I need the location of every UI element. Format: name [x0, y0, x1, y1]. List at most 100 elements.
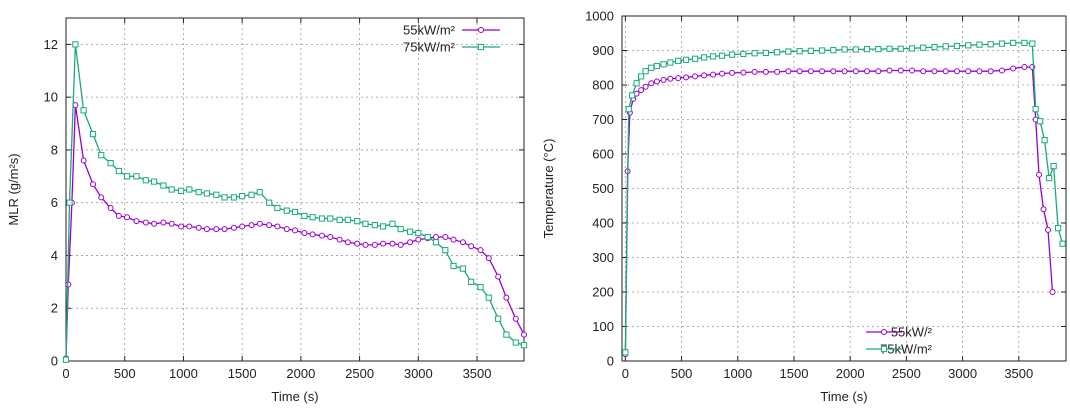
data-point [371, 222, 378, 229]
data-point [908, 45, 916, 52]
data-point [107, 160, 114, 167]
series-1 [63, 102, 527, 362]
x-tick-label: 0 [622, 366, 629, 381]
y-tick-label: 4 [51, 248, 58, 263]
data-point [1032, 106, 1039, 113]
x-axis: 0 500 1000 1500 2000 2500 3000 3500 [62, 18, 491, 381]
data-point [72, 41, 79, 48]
data-point [976, 41, 983, 48]
data-point [274, 223, 281, 230]
data-point [1010, 39, 1017, 47]
data-point [642, 68, 649, 75]
data-point [459, 265, 467, 272]
data-point [256, 189, 263, 196]
data-point [819, 68, 826, 75]
data-point [683, 74, 690, 81]
data-point [354, 240, 361, 247]
data-point [976, 68, 983, 75]
data-point [115, 212, 122, 219]
x-tick-label: 2000 [286, 366, 315, 381]
y-tick-label: 0 [51, 354, 58, 369]
data-point [415, 236, 422, 243]
data-point [740, 69, 747, 76]
data-point [66, 199, 73, 206]
data-point [897, 45, 904, 52]
data-point [830, 47, 837, 54]
series-2 [622, 39, 1066, 356]
data-point [485, 294, 492, 301]
legend-label: 75kW/m² [403, 40, 456, 55]
series-line [624, 66, 1054, 355]
data-point [62, 356, 70, 363]
data-point [751, 50, 758, 57]
data-point [442, 233, 449, 240]
x-tick-label: 500 [671, 366, 693, 381]
data-point [729, 69, 736, 76]
data-point [503, 294, 510, 301]
data-point [407, 239, 414, 246]
data-point [379, 223, 387, 230]
y-tick-label: 1000 [585, 9, 614, 24]
data-point [344, 239, 351, 246]
data-point [863, 46, 871, 53]
data-point [675, 75, 682, 82]
data-point [178, 223, 185, 230]
data-point [512, 339, 519, 346]
data-point [266, 222, 273, 229]
legend-label: 55kW/² [891, 325, 933, 340]
data-point [239, 223, 246, 230]
data-point [953, 42, 961, 50]
data-point [638, 73, 645, 80]
data-point [987, 68, 994, 75]
data-point [931, 68, 938, 75]
x-tick-label: 1000 [169, 366, 198, 381]
data-point [89, 130, 97, 138]
legend-entry: 55kW/² [866, 325, 933, 340]
data-point [213, 191, 220, 198]
grid [66, 18, 524, 361]
data-point [203, 190, 211, 197]
x-tick-label: 1000 [723, 366, 752, 381]
data-point [107, 204, 114, 211]
data-point [389, 220, 396, 227]
data-point [1037, 118, 1044, 125]
data-point [133, 173, 140, 180]
data-point [920, 44, 927, 51]
data-point [424, 233, 431, 241]
data-point [675, 57, 682, 64]
data-point [495, 315, 502, 322]
data-point [336, 236, 343, 243]
data-point [362, 241, 369, 248]
data-point [468, 243, 475, 250]
data-point [762, 49, 769, 57]
data-point [203, 226, 210, 233]
data-point [432, 239, 440, 246]
data-point [503, 331, 510, 338]
temperature-chart: 0 500 1000 1500 2000 2500 3000 3500 0 100 200 300 40… [541, 9, 1067, 404]
data-point [625, 106, 632, 113]
data-point [807, 68, 814, 75]
data-point [622, 349, 629, 356]
data-point [841, 68, 848, 75]
data-point [195, 224, 202, 231]
data-point [682, 56, 690, 63]
data-point [740, 50, 747, 58]
data-point [292, 227, 298, 234]
x-axis-label: Time (s) [820, 389, 867, 404]
data-point [477, 247, 484, 254]
data-point [886, 45, 893, 52]
x-tick-label: 3500 [1004, 366, 1033, 381]
y-axis: 0 2 4 6 8 10 12 [44, 37, 524, 369]
data-point [719, 70, 726, 77]
data-point [160, 219, 167, 226]
data-point [468, 278, 475, 285]
x-tick-label: 1500 [780, 366, 809, 381]
data-point [371, 241, 378, 248]
data-point [150, 178, 158, 185]
data-point [875, 68, 882, 75]
data-point [701, 72, 708, 79]
data-point [450, 236, 457, 243]
data-point [397, 241, 404, 248]
y-tick-label: 8 [51, 142, 58, 157]
data-point [774, 68, 781, 75]
